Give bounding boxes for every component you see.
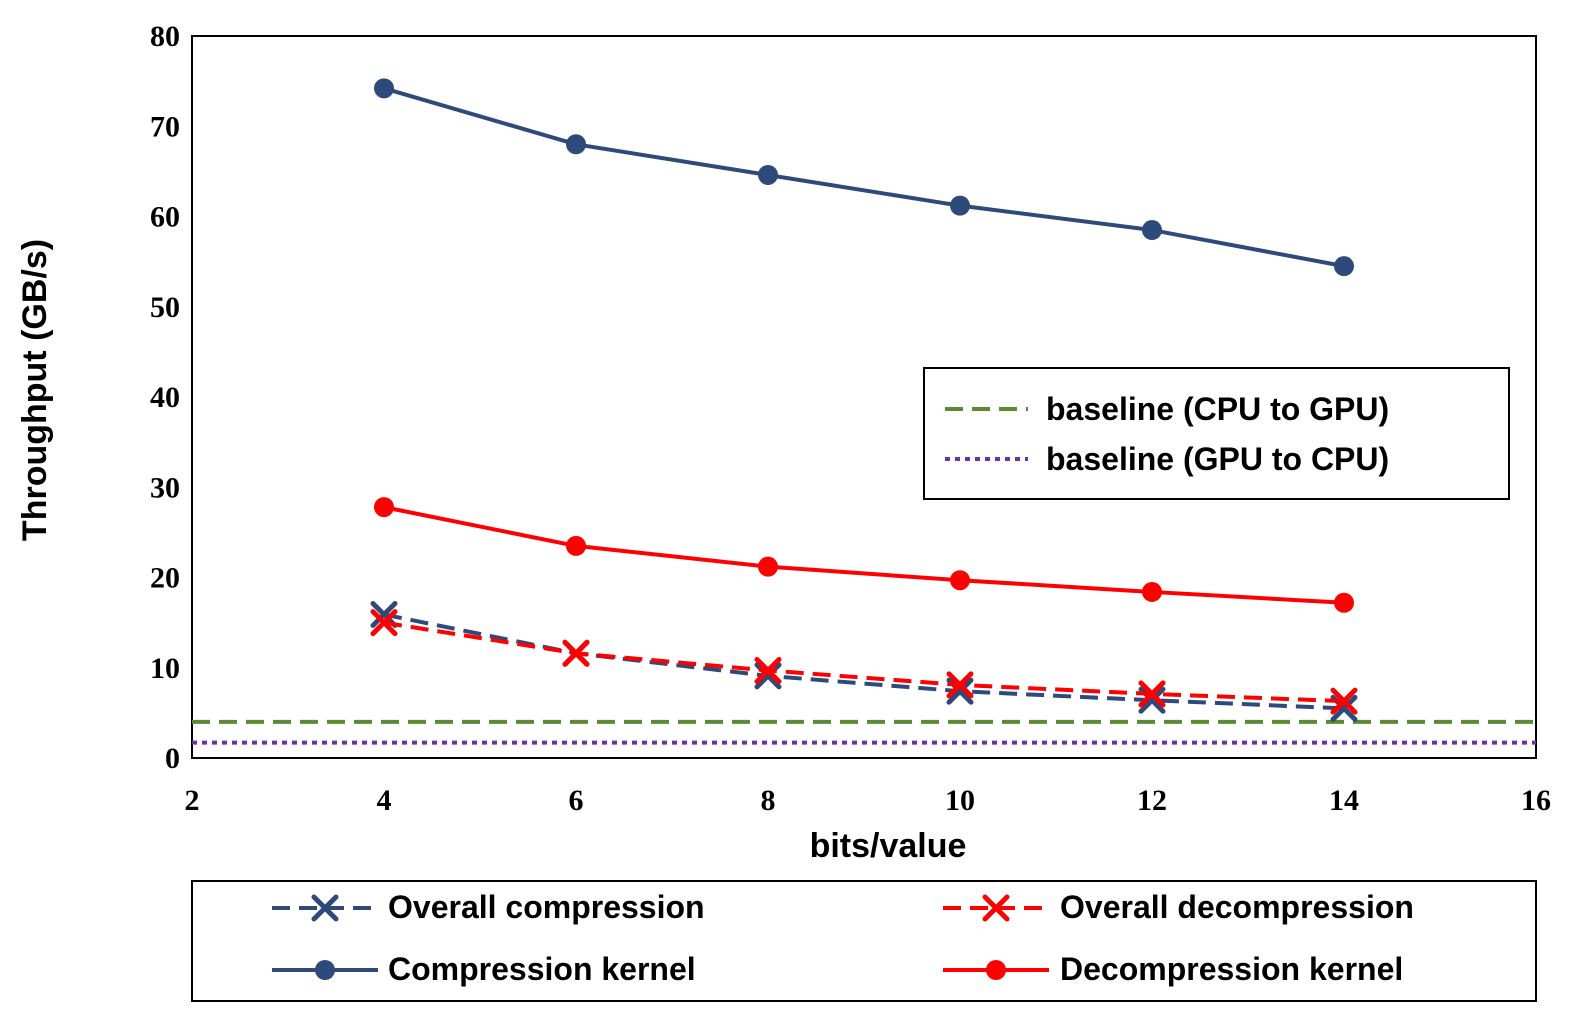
data-point-overall-decompression-6 <box>562 639 590 667</box>
data-point-decompression-kernel-6 <box>566 535 586 556</box>
y-tick-label-60: 60 <box>150 201 180 234</box>
series-decompression-kernel <box>374 497 1354 613</box>
series-line-overall-compression <box>383 612 1345 711</box>
data-point-compression-kernel-8 <box>758 164 778 185</box>
y-tick-label-10: 10 <box>150 652 180 685</box>
x-tick-label-2: 2 <box>185 784 200 817</box>
y-tick-label-20: 20 <box>150 562 180 595</box>
x-axis-ticks: 2 4 6 8 10 12 14 16 <box>185 784 1552 817</box>
data-point-decompression-kernel-10 <box>950 570 970 591</box>
baseline-lines <box>192 719 1536 745</box>
x-tick-label-10: 10 <box>945 784 975 817</box>
data-point-compression-kernel-4 <box>374 78 394 99</box>
plot-area-frame <box>191 35 1537 759</box>
data-point-overall-decompression-10 <box>946 671 974 699</box>
y-tick-label-30: 30 <box>150 471 180 504</box>
data-point-decompression-kernel-8 <box>758 556 778 577</box>
legend-swatch-compression-kernel <box>272 960 378 980</box>
legend-swatch-decompression-kernel <box>943 960 1049 980</box>
legend-label-overall-compression: Overall compression <box>388 889 705 925</box>
x-tick-label-4: 4 <box>377 784 392 817</box>
series-line-decompression-kernel <box>383 505 1345 605</box>
baseline-legend-frame <box>923 367 1510 500</box>
baseline-legend: baseline (CPU to GPU) baseline (GPU to C… <box>923 367 1510 500</box>
data-point-decompression-kernel-4 <box>374 497 394 518</box>
series-compression-kernel <box>374 78 1354 277</box>
y-tick-label-50: 50 <box>150 291 180 324</box>
data-point-overall-decompression-8 <box>754 656 782 684</box>
data-point-decompression-kernel-12 <box>1142 581 1162 602</box>
series-overall-decompression <box>370 609 1358 715</box>
y-tick-label-0: 0 <box>165 742 180 775</box>
series-line-overall-decompression <box>383 620 1345 704</box>
data-point-decompression-kernel-14 <box>1334 592 1354 613</box>
series-overall-compression <box>370 601 1358 722</box>
data-point-overall-decompression-14 <box>1330 687 1358 715</box>
y-axis-ticks: 0 10 20 30 40 50 60 70 80 <box>150 20 180 775</box>
data-point-compression-kernel-10 <box>950 195 970 216</box>
data-point-compression-kernel-6 <box>566 134 586 155</box>
series-lines <box>370 78 1358 722</box>
legend-label-decompression-kernel: Decompression kernel <box>1060 951 1403 987</box>
x-axis-title: bits/value <box>810 827 967 865</box>
legend-marker-overall-compression <box>311 894 339 922</box>
legend-label-baseline-cpu-to-gpu: baseline (CPU to GPU) <box>1046 391 1389 427</box>
legend-marker-compression-kernel <box>315 960 335 980</box>
legend-marker-overall-decompression <box>982 894 1010 922</box>
data-point-compression-kernel-14 <box>1334 256 1354 277</box>
y-axis-title: Throughput (GB/s) <box>16 239 54 541</box>
x-tick-label-12: 12 <box>1137 784 1167 817</box>
y-tick-label-40: 40 <box>150 381 180 414</box>
legend-swatch-overall-compression <box>272 894 378 922</box>
legend-marker-decompression-kernel <box>986 960 1006 980</box>
series-legend: Overall compression Overall decompressio… <box>191 880 1537 1002</box>
data-point-compression-kernel-12 <box>1142 220 1162 241</box>
x-tick-label-16: 16 <box>1521 784 1551 817</box>
data-point-overall-decompression-12 <box>1138 680 1166 708</box>
legend-label-baseline-gpu-to-cpu: baseline (GPU to CPU) <box>1046 441 1389 477</box>
x-tick-label-8: 8 <box>761 784 776 817</box>
data-point-overall-decompression-4 <box>370 609 398 637</box>
x-tick-label-6: 6 <box>569 784 584 817</box>
legend-label-overall-decompression: Overall decompression <box>1060 889 1414 925</box>
x-tick-label-14: 14 <box>1329 784 1359 817</box>
legend-swatch-overall-decompression <box>943 894 1049 922</box>
series-line-compression-kernel <box>383 86 1345 269</box>
series-legend-frame <box>191 880 1537 1002</box>
y-tick-label-80: 80 <box>150 20 180 53</box>
y-tick-label-70: 70 <box>150 110 180 143</box>
legend-label-compression-kernel: Compression kernel <box>388 951 696 987</box>
